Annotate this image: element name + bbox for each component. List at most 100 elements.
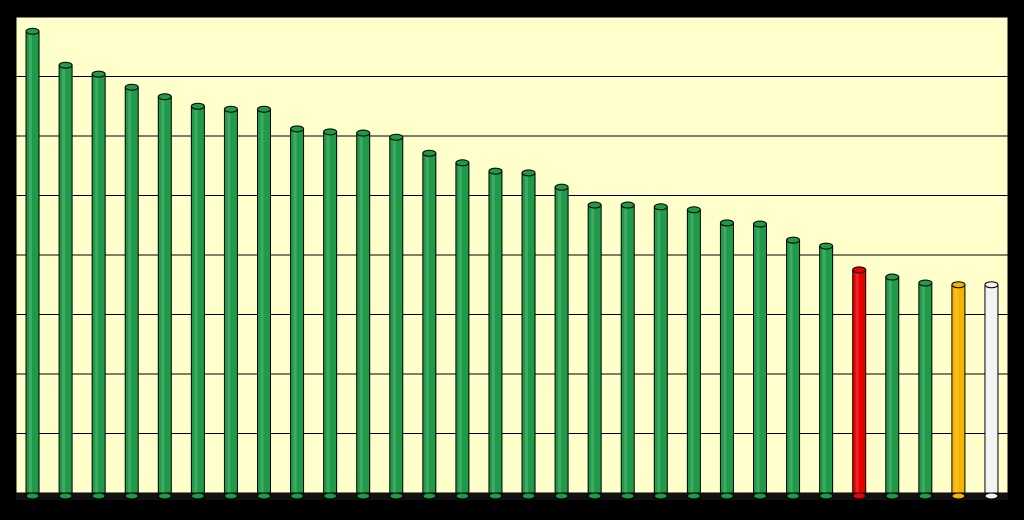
bar-shine (624, 205, 628, 493)
bar-shine (194, 106, 198, 493)
bar-top (488, 167, 503, 175)
bar-top (719, 219, 734, 227)
bar-shine (29, 31, 33, 494)
bar (753, 223, 767, 494)
bar-shine (359, 133, 363, 493)
bar (190, 105, 205, 494)
bar (157, 96, 172, 494)
bar-shine (756, 224, 760, 493)
bar-shine (954, 284, 958, 493)
bar (786, 239, 801, 494)
bar-shine (855, 269, 859, 493)
bar-shine (227, 109, 231, 493)
bar (686, 209, 701, 494)
bar-top (455, 159, 470, 167)
bar-base (951, 492, 966, 500)
bar (290, 128, 305, 494)
bar-base (786, 492, 801, 500)
bar (951, 284, 966, 494)
bar-shine (392, 137, 396, 493)
bar-top (786, 236, 801, 244)
bar-base (521, 492, 536, 500)
bar (25, 30, 40, 494)
bar-top (984, 281, 999, 289)
bar-shine (260, 109, 264, 493)
bar (620, 204, 635, 494)
bar-shine (293, 128, 297, 494)
bar-base (918, 492, 933, 500)
bar-base (58, 492, 73, 500)
bar-top (653, 203, 668, 211)
bar (885, 276, 900, 494)
bar-top (422, 149, 437, 157)
bar (554, 186, 569, 494)
bar-shine (657, 206, 661, 493)
floor (16, 493, 1008, 500)
bar-top (885, 273, 900, 281)
bar (488, 170, 503, 494)
bar-top (157, 93, 172, 101)
bar-shine (987, 284, 991, 493)
bar-top (389, 133, 404, 141)
bar-top (25, 27, 40, 35)
bar-shine (822, 246, 826, 493)
bar-shine (128, 87, 132, 494)
bar-shine (558, 187, 562, 494)
bar-base (323, 492, 338, 500)
bar (521, 172, 536, 494)
bar-base (290, 492, 305, 500)
bar-base (885, 492, 900, 500)
bar-shine (425, 153, 429, 493)
bar (653, 206, 668, 494)
bar-base (157, 492, 172, 500)
bar-top (554, 183, 569, 191)
bar-top (819, 242, 834, 250)
bar-base (653, 492, 668, 500)
bar-top (753, 220, 767, 228)
bar (58, 64, 73, 494)
bar-top (686, 206, 701, 214)
bar-base (389, 492, 404, 500)
bar-top (257, 105, 271, 113)
bar (455, 162, 470, 494)
bar (819, 245, 834, 494)
bar-shine (690, 209, 694, 493)
bar-base (984, 492, 999, 500)
bar-shine (525, 172, 529, 493)
bar-base (488, 492, 503, 500)
bar-top (587, 201, 602, 209)
bar-top (356, 129, 371, 137)
bar (389, 136, 404, 494)
bar-shine (62, 65, 66, 493)
bar-shine (161, 96, 165, 493)
bar (91, 73, 106, 494)
bar-base (455, 492, 470, 500)
bar (323, 131, 338, 494)
bar (852, 269, 867, 494)
bar-shine (723, 222, 727, 493)
bar-top (290, 125, 305, 133)
bar-base (124, 492, 139, 500)
bar-base (356, 492, 371, 500)
bar-base (686, 492, 701, 500)
bar-base (620, 492, 635, 500)
bar (422, 152, 437, 494)
bar-top (190, 102, 205, 110)
bar-base (25, 492, 40, 500)
bar-base (819, 492, 834, 500)
bar-shine (591, 205, 595, 493)
bar-top (323, 128, 338, 136)
bar-shine (326, 131, 330, 493)
bar-base (753, 492, 767, 500)
bar-top (91, 70, 106, 78)
bar-top (58, 61, 73, 69)
bar (918, 282, 933, 494)
bar-shine (458, 162, 462, 493)
bar-shine (888, 277, 892, 493)
bar-base (257, 492, 271, 500)
bar-top (852, 266, 867, 274)
bar-shine (789, 240, 793, 493)
bar-top (918, 279, 933, 287)
bar (356, 132, 371, 494)
